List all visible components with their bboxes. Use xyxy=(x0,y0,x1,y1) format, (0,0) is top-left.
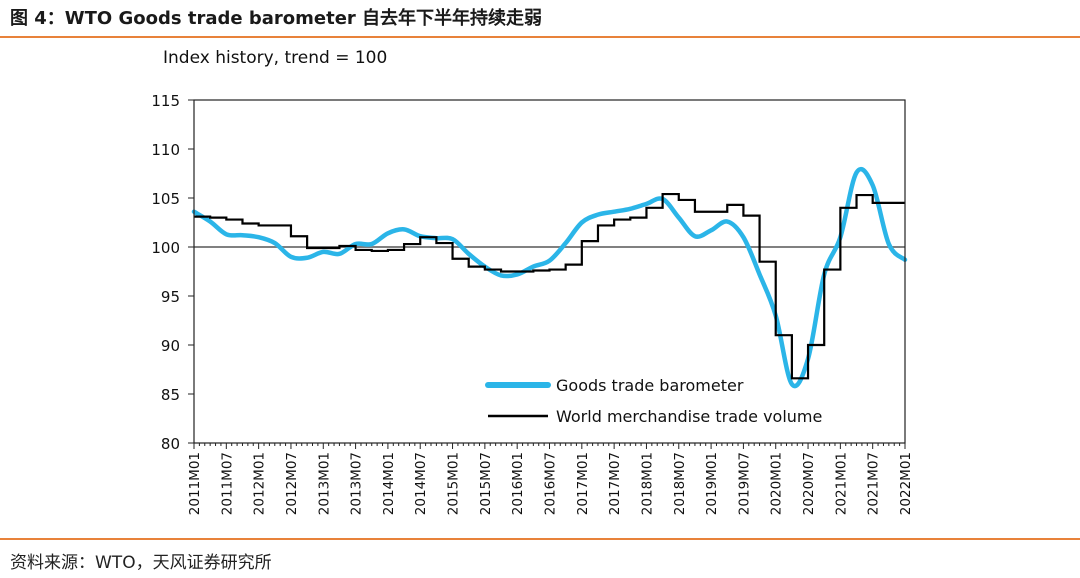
x-tick-label: 2012M07 xyxy=(284,452,300,515)
x-tick-label: 2013M01 xyxy=(316,452,332,515)
y-tick-label: 105 xyxy=(151,190,180,208)
header-rule xyxy=(0,36,1080,38)
legend-label-barometer: Goods trade barometer xyxy=(556,376,744,395)
source-note: 资料来源：WTO，天风证券研究所 xyxy=(10,553,272,573)
figure-title: 图 4：WTO Goods trade barometer 自去年下半年持续走弱 xyxy=(10,8,543,29)
x-tick-label: 2021M07 xyxy=(866,452,882,515)
x-tick-label: 2015M01 xyxy=(446,452,462,515)
y-tick-label: 90 xyxy=(161,337,180,355)
footer-rule xyxy=(0,538,1080,540)
chart: Index history, trend = 100 80 85 90 95 100 10… xyxy=(151,48,914,515)
x-tick-label: 2015M07 xyxy=(478,452,494,515)
x-tick-label: 2018M01 xyxy=(639,452,655,515)
x-tick-label: 2017M07 xyxy=(607,452,623,515)
x-tick-label: 2011M01 xyxy=(187,452,203,515)
x-axis: 2011M01 2011M07 2012M01 2012M07 2013M01 2013M… xyxy=(187,443,914,515)
x-tick-label: 2018M07 xyxy=(672,452,688,515)
y-tick-label: 95 xyxy=(161,288,180,306)
x-tick-label: 2013M07 xyxy=(349,452,365,515)
x-tick-label: 2011M07 xyxy=(219,452,235,515)
y-axis: 80 85 90 95 100 105 110 115 xyxy=(151,92,194,453)
y-tick-label: 80 xyxy=(161,435,180,453)
x-tick-label: 2019M01 xyxy=(704,452,720,515)
x-tick-label: 2016M07 xyxy=(543,452,559,515)
x-tick-label: 2021M01 xyxy=(833,452,849,515)
y-tick-label: 110 xyxy=(151,141,180,159)
x-tick-label: 2020M07 xyxy=(801,452,817,515)
y-tick-label: 85 xyxy=(161,386,180,404)
x-tick-label: 2012M01 xyxy=(252,452,268,515)
x-tick-label: 2019M07 xyxy=(736,452,752,515)
legend: Goods trade barometer World merchandise … xyxy=(485,376,822,426)
y-tick-label: 115 xyxy=(151,92,180,110)
chart-subtitle: Index history, trend = 100 xyxy=(163,48,387,68)
series-line-barometer xyxy=(191,166,908,389)
series-layer xyxy=(191,166,908,389)
plot-frame xyxy=(193,99,906,444)
x-tick-label: 2020M01 xyxy=(769,452,785,515)
legend-label-volume: World merchandise trade volume xyxy=(556,407,822,426)
series-line-volume xyxy=(194,192,905,380)
x-tick-label: 2014M07 xyxy=(413,452,429,515)
x-tick-label: 2016M01 xyxy=(510,452,526,515)
x-tick-label: 2014M01 xyxy=(381,452,397,515)
x-tick-label: 2022M01 xyxy=(898,452,914,515)
x-tick-label: 2017M01 xyxy=(575,452,591,515)
y-tick-label: 100 xyxy=(151,239,180,257)
